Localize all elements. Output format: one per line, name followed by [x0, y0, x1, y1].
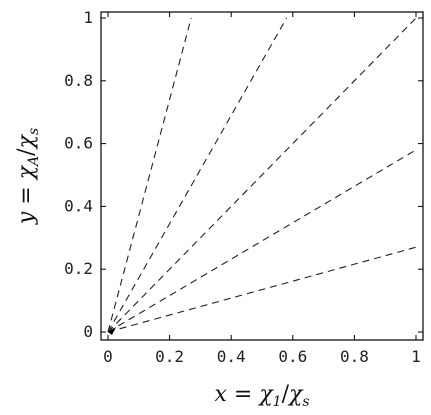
series-line-4 — [107, 149, 417, 333]
x-axis-label: x = χ1/χs — [214, 382, 309, 410]
x-tick-label: 1 — [411, 347, 421, 366]
y-tick-label: 0 — [83, 322, 93, 341]
y-tick-label: 1 — [83, 8, 93, 27]
series-line-3 — [107, 17, 417, 333]
x-tick-label: 0 — [103, 347, 113, 366]
series-layer — [107, 17, 417, 333]
y-axis-label: y = χA/χs — [14, 128, 42, 225]
y-tick-label: 0.4 — [64, 196, 93, 215]
series-line-1 — [107, 17, 192, 333]
origin-marker — [108, 327, 116, 335]
x-tick-label: 0.8 — [340, 347, 369, 366]
y-tick-label: 0.8 — [64, 71, 93, 90]
x-tick-label: 0.4 — [217, 347, 246, 366]
y-tick-label: 0.2 — [64, 259, 93, 278]
series-line-5 — [107, 246, 417, 333]
series-line-2 — [107, 17, 288, 333]
y-tick-label: 0.6 — [64, 134, 93, 153]
x-tick-label: 0.6 — [278, 347, 307, 366]
plot-frame — [100, 11, 424, 341]
ticks-layer: 0 0.2 0.4 0.6 0.8 1 0 0.2 0.4 0.6 0.8 1 — [64, 8, 423, 366]
x-tick-label: 0.2 — [155, 347, 184, 366]
